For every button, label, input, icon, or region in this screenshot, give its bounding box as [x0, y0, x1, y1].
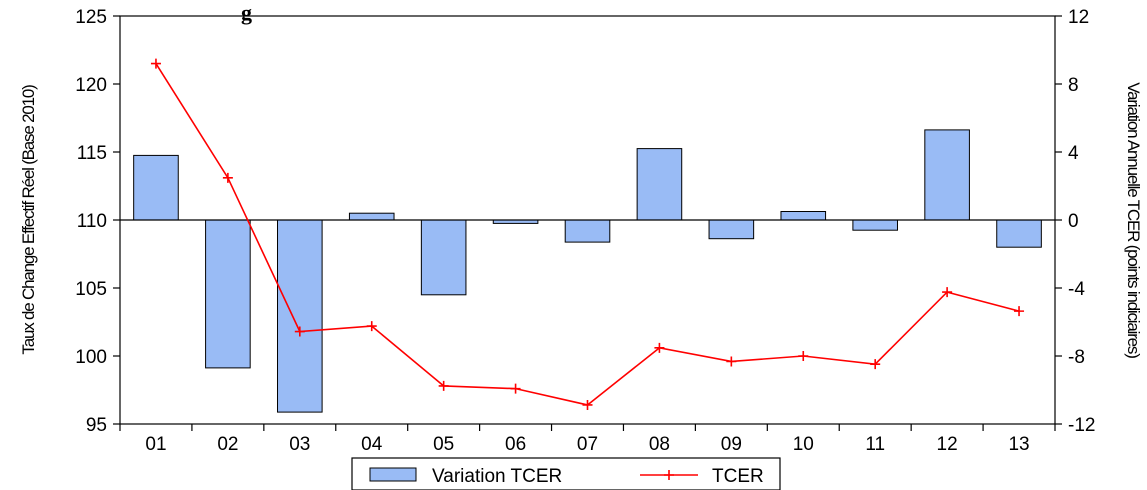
- bar-05: [420, 219, 467, 296]
- legend-bar-swatch: [369, 467, 417, 482]
- x-tick-label: 02: [217, 434, 238, 455]
- y-left-tick-label: 115: [77, 143, 107, 164]
- x-tick-label: 07: [577, 434, 598, 455]
- bar-03: [277, 219, 323, 413]
- point-01: [150, 58, 161, 69]
- point-03: [294, 326, 305, 337]
- point-04: [366, 321, 377, 332]
- legend-bar-label: Variation TCER: [432, 466, 562, 487]
- y-right-tick-label: -8: [1068, 347, 1085, 368]
- legend-box: [351, 457, 781, 490]
- point-02: [222, 172, 233, 183]
- bar-02: [205, 219, 251, 369]
- bar-series: [133, 129, 1042, 413]
- point-13: [1014, 306, 1025, 317]
- y-left-tick-label: 100: [75, 347, 107, 368]
- bar-12: [924, 129, 970, 221]
- y-left-tick-label: 110: [77, 211, 107, 232]
- y-left-tick-label: 125: [75, 7, 107, 28]
- y-axis-right: 12 8 4 0 -4 -8 -12: [1055, 7, 1095, 436]
- point-12: [942, 287, 953, 298]
- bar-01: [133, 154, 179, 221]
- bar-04: [348, 212, 395, 221]
- y-axis-right-title: Variation Annuelle TCER (points indiciai…: [1124, 82, 1143, 358]
- y-right-tick-label: 8: [1068, 75, 1079, 96]
- bar-08: [636, 148, 683, 221]
- x-tick-label: 06: [505, 434, 526, 455]
- y-left-tick-label: 120: [75, 75, 107, 96]
- bar-07: [564, 219, 611, 243]
- legend-line-label: TCER: [712, 466, 764, 487]
- x-tick-label: 03: [289, 434, 310, 455]
- bar-13: [996, 219, 1042, 248]
- x-tick-label: 12: [937, 434, 958, 455]
- legend-line-marker: [664, 470, 674, 480]
- x-tick-label: 13: [1008, 434, 1029, 455]
- x-tick-label: 11: [865, 434, 885, 455]
- bar-09: [708, 219, 755, 240]
- x-tick-label: 01: [145, 434, 166, 455]
- x-tick-label: 09: [721, 434, 742, 455]
- x-tick-label: 04: [361, 434, 383, 455]
- bar-10: [780, 211, 827, 221]
- x-tick-label: 05: [433, 434, 454, 455]
- y-right-tick-label: 12: [1068, 7, 1089, 28]
- point-08: [654, 342, 665, 353]
- x-tick-label: 08: [649, 434, 670, 455]
- y-axis-left-title: Taux de Change Effectif Réel (Base 2010): [19, 85, 38, 355]
- line-series: [150, 58, 1025, 410]
- point-09: [726, 356, 737, 367]
- x-axis: 01 02 03 04 05 06 07 08 09 10 11 12 13: [119, 424, 1056, 455]
- point-07: [582, 399, 593, 410]
- point-06: [510, 383, 521, 394]
- y-right-tick-label: 0: [1068, 211, 1079, 232]
- y-left-tick-label: 105: [75, 279, 107, 300]
- point-10: [798, 351, 809, 361]
- point-05: [438, 380, 449, 391]
- y-left-tick-label: 95: [86, 415, 107, 436]
- y-right-tick-label: 4: [1068, 143, 1079, 164]
- x-tick-label: 10: [793, 434, 814, 455]
- point-11: [870, 359, 881, 370]
- y-right-tick-label: -12: [1068, 415, 1095, 436]
- bar-11: [852, 219, 898, 231]
- figure-title: g: [241, 0, 252, 25]
- y-right-tick-label: -4: [1068, 279, 1085, 300]
- legend: Variation TCER TCER: [351, 457, 781, 490]
- y-axis-left: 125 120 115 110 105 100 95: [75, 7, 120, 436]
